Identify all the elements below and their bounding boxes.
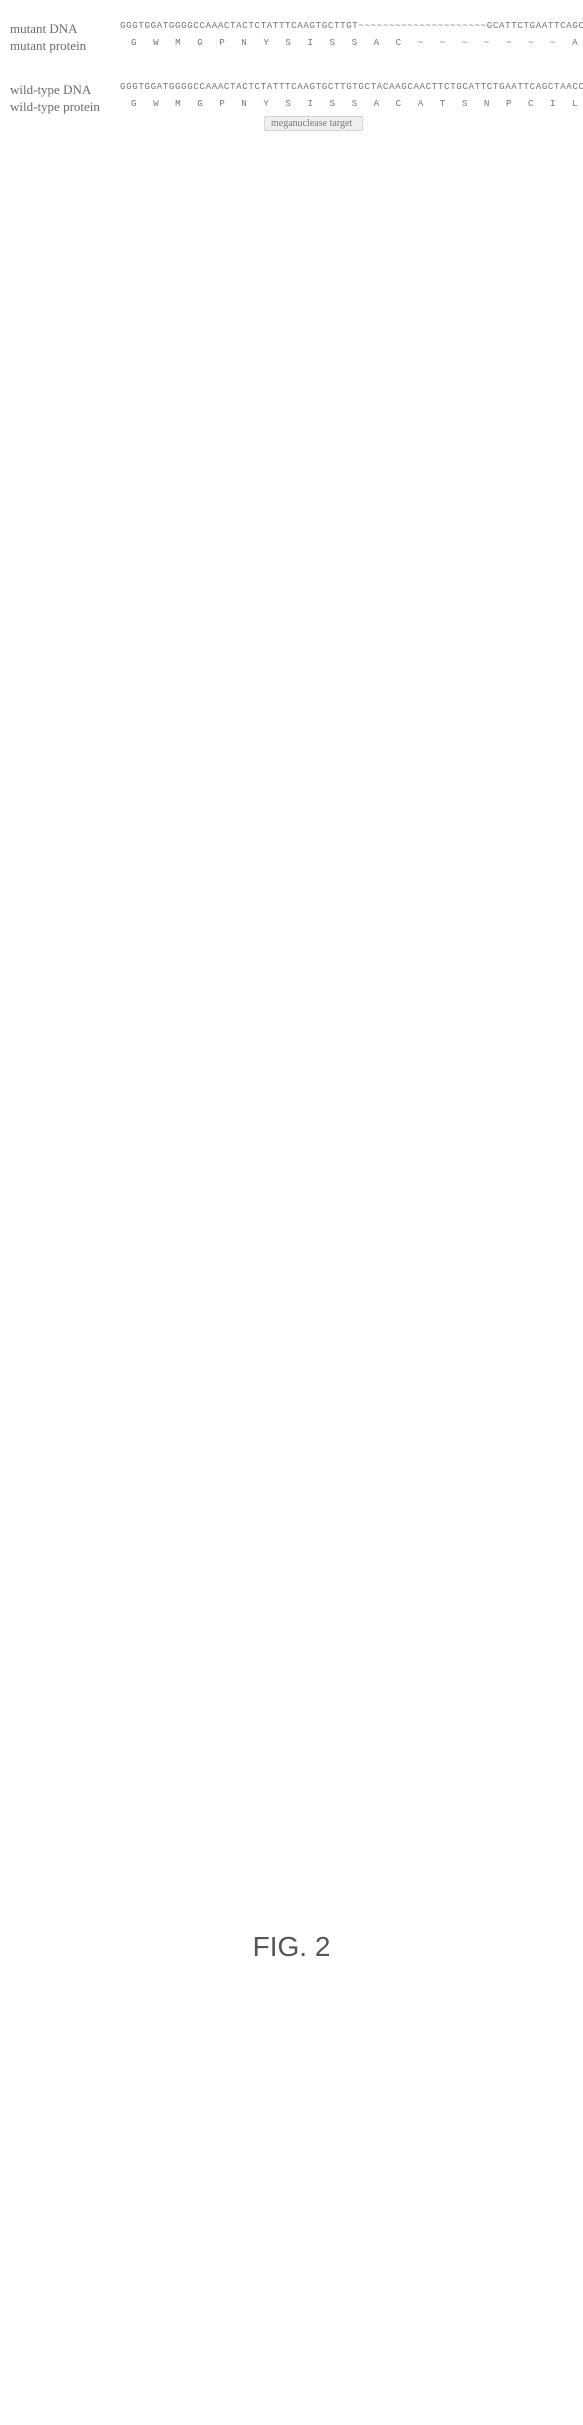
mutant-protein-row: mutant protein G W M G P N Y S I S S A C… xyxy=(10,37,573,54)
wildtype-dna-row: wild-type DNA GGGTGGATGGGGCCAAACTACTCTAT… xyxy=(10,81,573,98)
wildtype-protein-label: wild-type protein xyxy=(10,98,120,115)
figure-caption: FIG. 2 xyxy=(10,1931,573,1963)
meganuclease-target-row: meganuclease target xyxy=(10,116,573,131)
mutant-dna-label: mutant DNA xyxy=(10,20,120,37)
wildtype-block: wild-type DNA GGGTGGATGGGGCCAAACTACTCTAT… xyxy=(10,81,573,131)
wildtype-dna-label: wild-type DNA xyxy=(10,81,120,98)
target-spacer xyxy=(10,116,120,131)
mutant-protein-sequence: G W M G P N Y S I S S A C ~ ~ ~ ~ ~ ~ ~ … xyxy=(120,37,583,48)
mutant-protein-label: mutant protein xyxy=(10,37,120,54)
mutant-dna-row: mutant DNA GGGTGGATGGGGCCAAACTACTCTATTTC… xyxy=(10,20,573,37)
meganuclease-target-label: meganuclease target xyxy=(264,116,363,131)
wildtype-dna-sequence: GGGTGGATGGGGCCAAACTACTCTATTTCAAGTGCTTGTG… xyxy=(120,81,583,92)
mutant-block: mutant DNA GGGTGGATGGGGCCAAACTACTCTATTTC… xyxy=(10,20,573,53)
mutant-dna-sequence: GGGTGGATGGGGCCAAACTACTCTATTTCAAGTGCTTGT~… xyxy=(120,20,583,31)
wildtype-protein-sequence: G W M G P N Y S I S S A C A T S N P C I … xyxy=(120,98,583,109)
wildtype-protein-row: wild-type protein G W M G P N Y S I S S … xyxy=(10,98,573,115)
